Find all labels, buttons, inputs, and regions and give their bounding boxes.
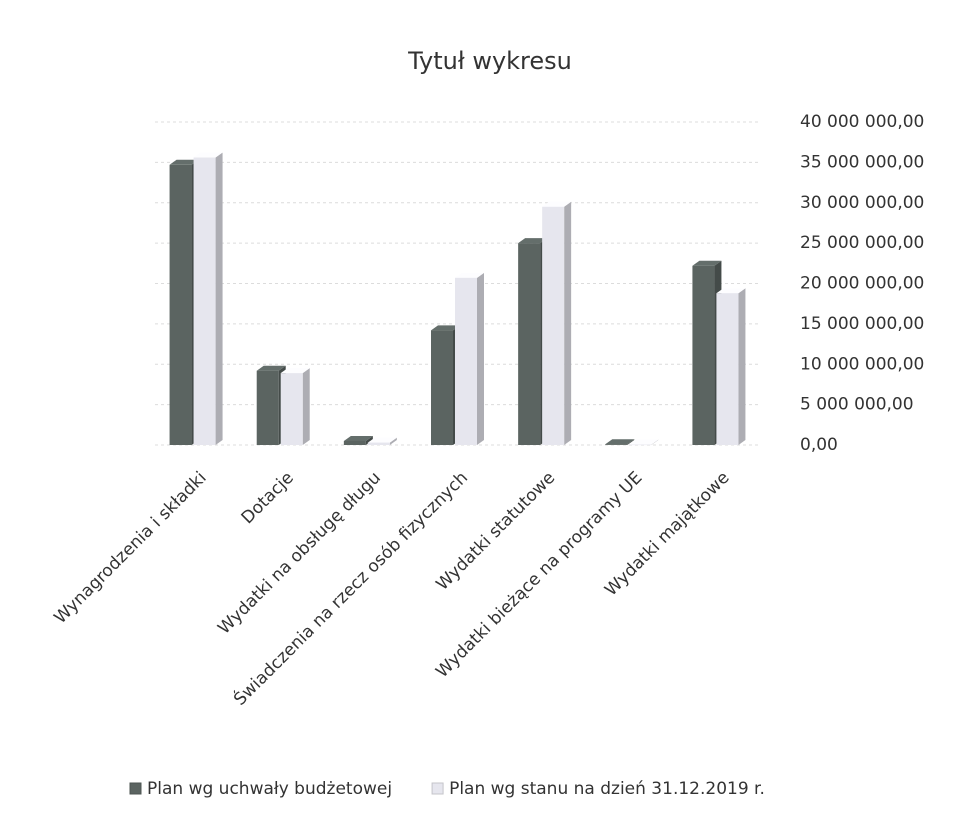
bar-front	[716, 293, 739, 445]
bar	[367, 437, 397, 445]
legend-label: Plan wg uchwały budżetowej	[147, 779, 392, 799]
bar	[455, 272, 484, 445]
bar-front	[280, 373, 303, 445]
bar-top	[343, 435, 373, 441]
bar	[716, 288, 746, 445]
y-tick-label: 10 000 000,00	[800, 354, 924, 374]
bar-top	[518, 238, 548, 244]
bar-side	[564, 201, 572, 445]
bar	[605, 439, 635, 445]
bar	[629, 439, 659, 446]
y-tick-label: 30 000 000,00	[800, 193, 924, 213]
bar-top	[280, 368, 310, 374]
bar-top	[692, 260, 722, 266]
bar-front	[343, 440, 366, 445]
y-tick-label: 5 000 000,00	[800, 395, 914, 415]
bar-top	[605, 439, 635, 445]
bar-top	[169, 159, 199, 165]
bar-top	[431, 325, 460, 331]
bar-side	[215, 152, 223, 445]
y-tick-label: 0,00	[800, 435, 838, 455]
bar-top	[716, 288, 746, 294]
bar-top	[629, 439, 659, 445]
bar-front	[455, 277, 477, 445]
bar-front	[256, 370, 279, 445]
bar-front	[692, 265, 715, 445]
bar-top	[455, 272, 484, 278]
bar-side	[738, 288, 746, 445]
bar-side	[651, 439, 659, 445]
bar-top	[367, 437, 397, 443]
chart-title: Tytuł wykresu	[407, 47, 572, 75]
bar-top	[542, 201, 572, 207]
legend-swatch	[431, 782, 444, 795]
bar	[343, 435, 373, 445]
y-tick-label: 40 000 000,00	[800, 112, 924, 132]
bar	[193, 152, 223, 445]
bar	[280, 368, 310, 445]
bar-front	[367, 442, 390, 445]
bar-front	[193, 157, 216, 445]
y-tick-label: 15 000 000,00	[800, 314, 924, 334]
bar-front	[518, 243, 541, 445]
y-tick-label: 20 000 000,00	[800, 274, 924, 294]
legend-label: Plan wg stanu na dzień 31.12.2019 r.	[449, 779, 765, 799]
bar-side	[302, 368, 310, 445]
bar-front	[629, 444, 652, 446]
bar-side	[477, 272, 484, 445]
legend-swatch	[129, 782, 142, 795]
y-tick-label: 25 000 000,00	[800, 233, 924, 253]
bar-side	[365, 435, 373, 445]
bar-front	[169, 164, 192, 446]
bar	[542, 201, 572, 445]
bar-front	[431, 330, 453, 445]
bar-top	[256, 365, 286, 371]
bar-front	[542, 206, 565, 445]
y-tick-label: 35 000 000,00	[800, 152, 924, 172]
bar-side	[627, 439, 635, 445]
bar-front	[605, 444, 628, 445]
bar-side	[389, 437, 397, 445]
bar-top	[193, 152, 223, 158]
